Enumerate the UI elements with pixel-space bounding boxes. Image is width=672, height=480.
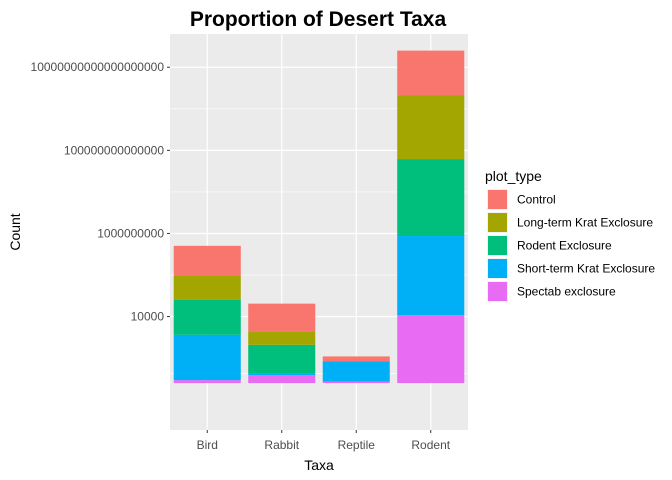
bar-reptile-control bbox=[322, 356, 390, 362]
legend-swatch bbox=[488, 282, 507, 301]
bar-rodent-spectab-exclosure bbox=[397, 315, 465, 384]
bar-bird-long-term-krat-exclosure bbox=[173, 275, 241, 300]
legend-swatch bbox=[488, 259, 507, 278]
x-axis-title: Taxa bbox=[304, 457, 334, 473]
bar-rabbit-rodent-exclosure bbox=[248, 344, 316, 374]
bar-rodent-long-term-krat-exclosure bbox=[397, 95, 465, 160]
bar-rabbit-long-term-krat-exclosure bbox=[248, 331, 316, 345]
legend: plot_type Control Long-term Krat Exclosur… bbox=[485, 168, 655, 302]
y-axis: 10000 1000000000 100000000000000 1000000000… bbox=[31, 60, 170, 324]
legend-swatch bbox=[488, 190, 507, 209]
legend-label: Spectab exclosure bbox=[517, 285, 616, 299]
legend-title: plot_type bbox=[485, 168, 542, 184]
y-tick-label: 10000 bbox=[131, 310, 165, 324]
legend-swatch bbox=[488, 236, 507, 255]
legend-label: Long-term Krat Exclosure bbox=[517, 216, 653, 230]
bar-rodent-short-term-krat-exclosure bbox=[397, 236, 465, 316]
y-tick-label: 1000000000 bbox=[97, 226, 164, 240]
y-tick-label: 10000000000000000000 bbox=[31, 60, 165, 74]
x-tick-label: Reptile bbox=[338, 438, 376, 452]
x-tick-label: Bird bbox=[197, 438, 218, 452]
bar-rabbit-spectab-exclosure bbox=[248, 375, 316, 384]
bar-bird-spectab-exclosure bbox=[173, 380, 241, 384]
bar-bird-control bbox=[173, 245, 241, 276]
legend-label: Control bbox=[517, 193, 556, 207]
legend-label: Short-term Krat Exclosure bbox=[517, 262, 655, 276]
y-tick-label: 100000000000000 bbox=[64, 143, 164, 157]
x-tick-label: Rabbit bbox=[264, 438, 299, 452]
chart-title: Proportion of Desert Taxa bbox=[190, 8, 447, 31]
x-axis: Bird Rabbit Reptile Rodent bbox=[197, 430, 451, 452]
bar-bird-rodent-exclosure bbox=[173, 299, 241, 335]
bar-rabbit-control bbox=[248, 303, 316, 332]
bars-group bbox=[173, 50, 465, 384]
bar-rabbit-short-term-krat-exclosure bbox=[248, 373, 316, 376]
bar-rodent-rodent-exclosure bbox=[397, 159, 465, 237]
bar-rodent-control bbox=[397, 50, 465, 96]
x-tick-label: Rodent bbox=[411, 438, 450, 452]
bar-reptile-spectab-exclosure bbox=[322, 381, 390, 384]
y-axis-title: Count bbox=[7, 213, 23, 250]
legend-label: Rodent Exclosure bbox=[517, 239, 612, 253]
legend-swatch bbox=[488, 213, 507, 232]
bar-reptile-short-term-krat-exclosure bbox=[322, 361, 390, 382]
bar-bird-short-term-krat-exclosure bbox=[173, 334, 241, 381]
